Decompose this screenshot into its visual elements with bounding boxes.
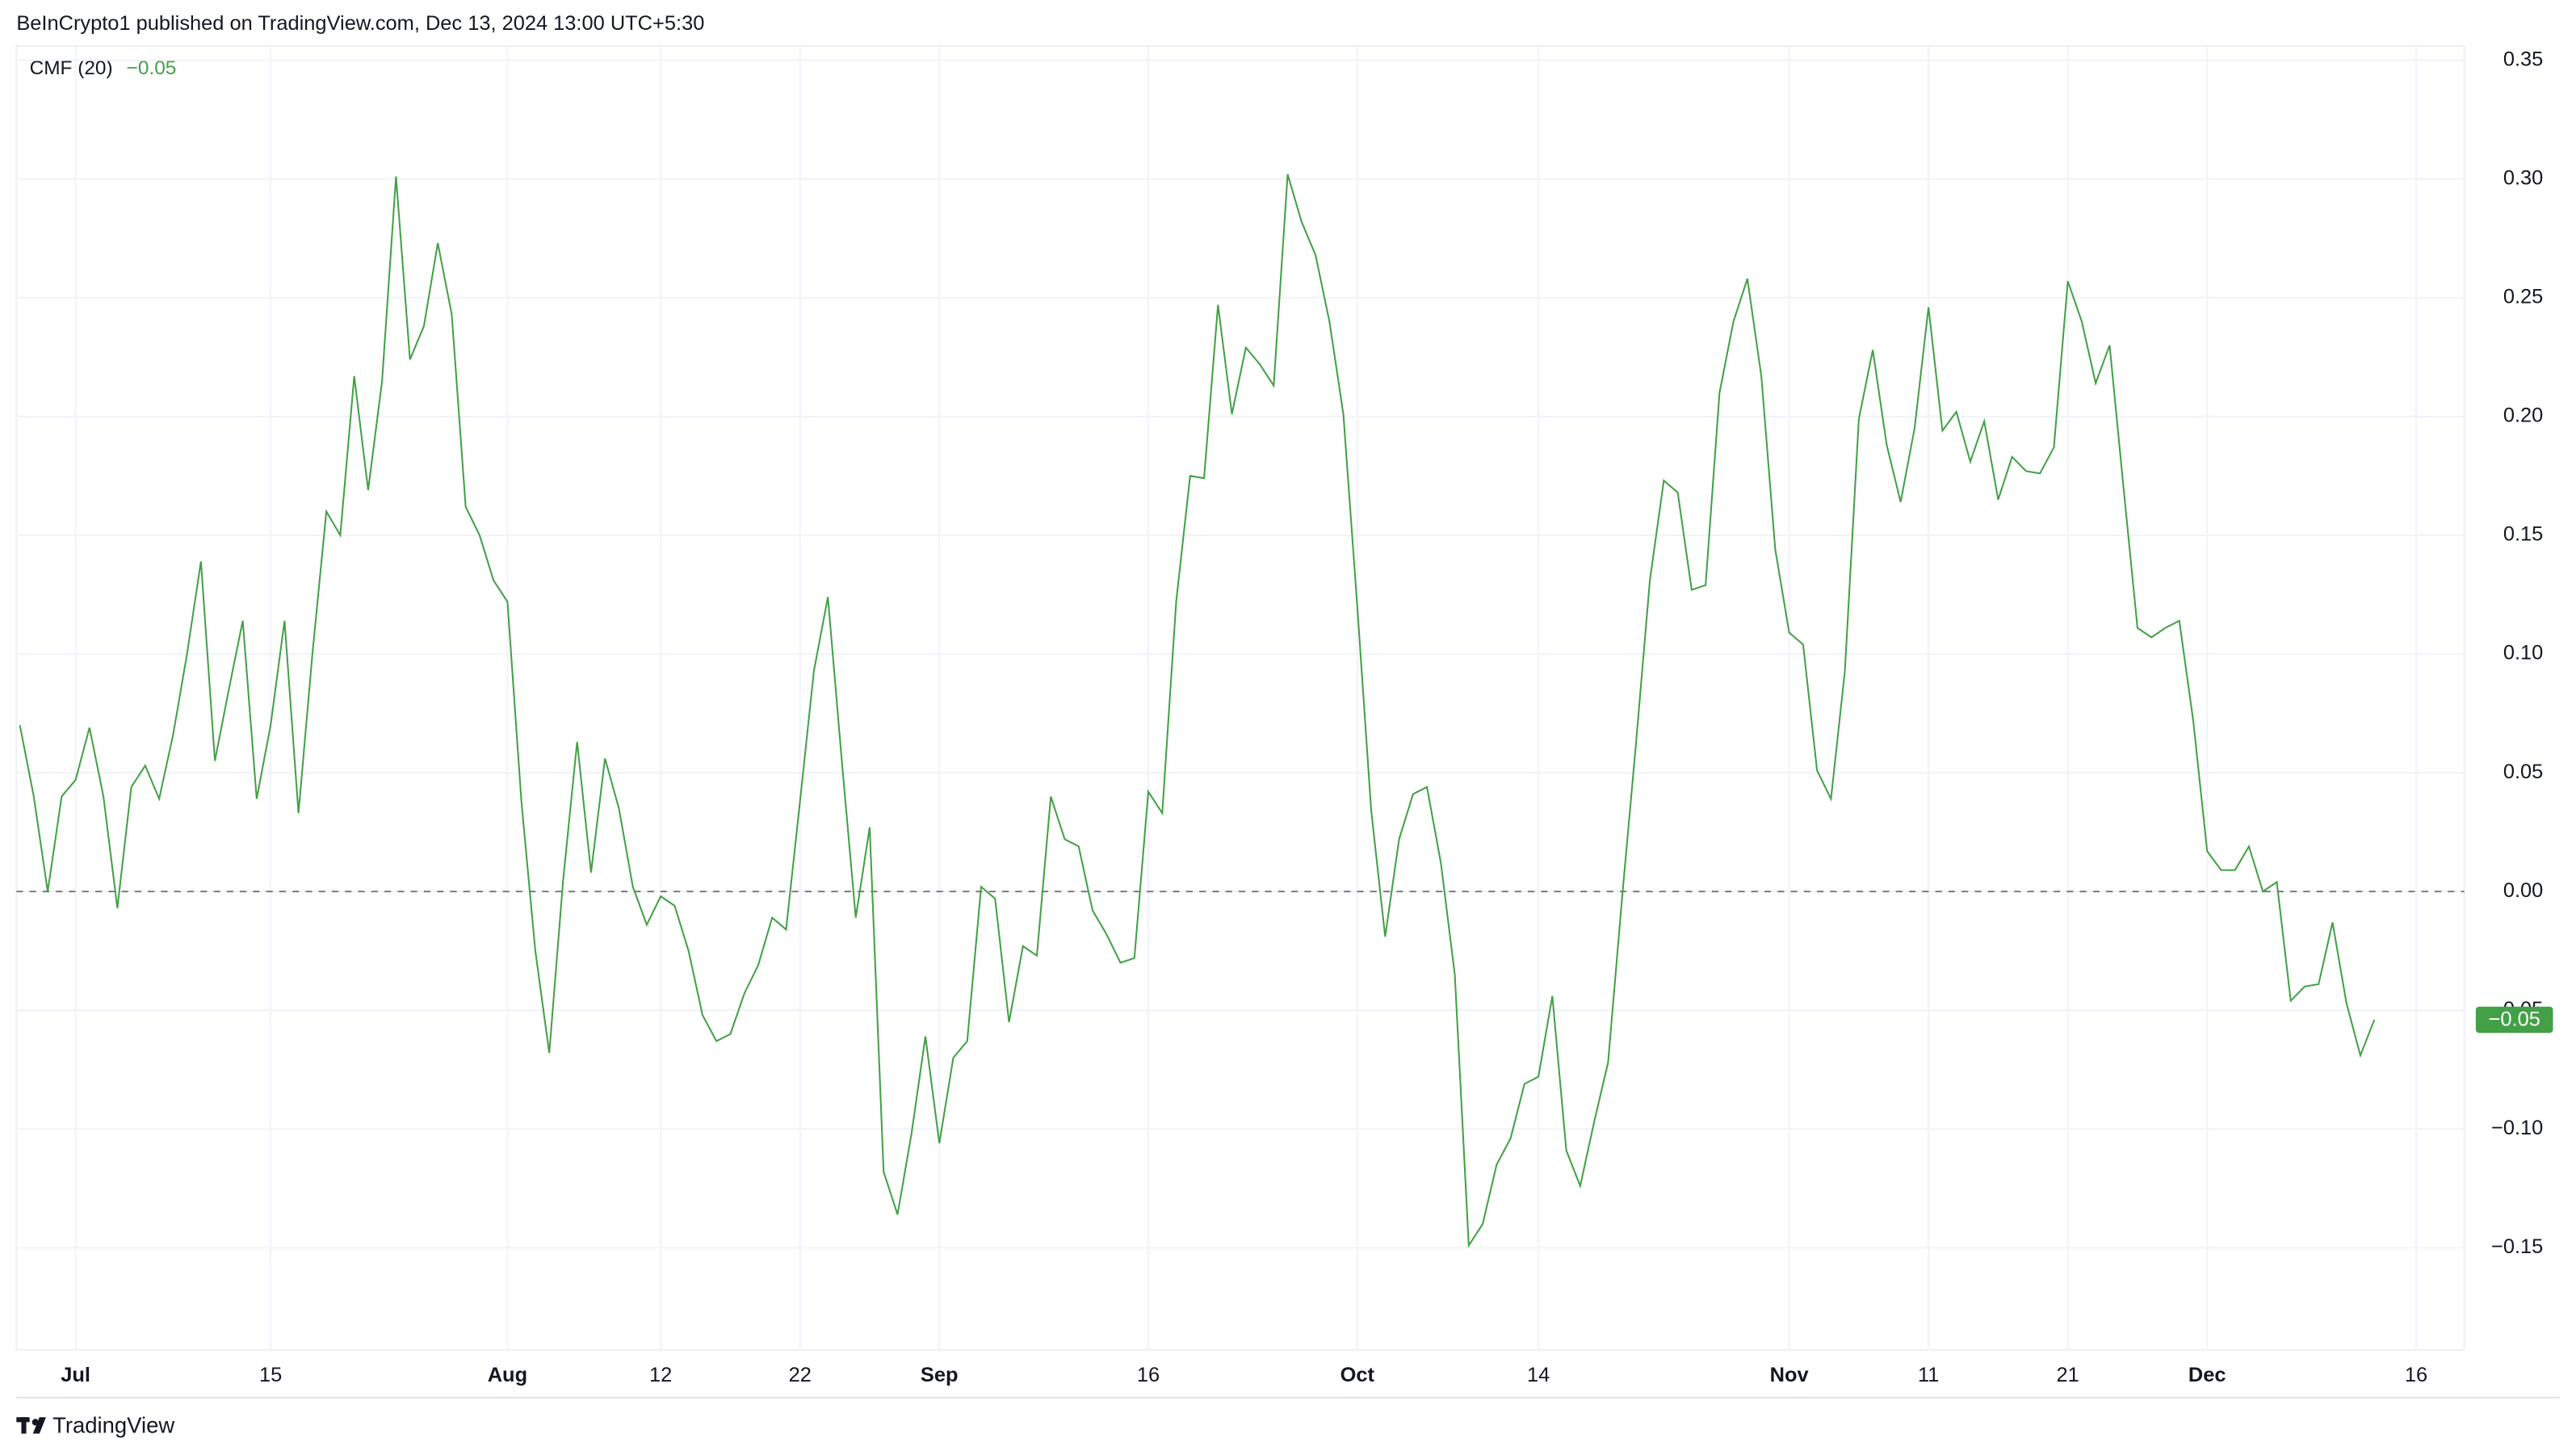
x-tick-label: 21 — [2057, 1364, 2079, 1386]
tradingview-logo — [16, 1417, 46, 1434]
x-tick-label: Jul — [61, 1364, 90, 1386]
x-tick-label: 14 — [1527, 1364, 1550, 1386]
y-tick-label: 0.35 — [2503, 48, 2543, 70]
x-tick-label: 16 — [1137, 1364, 1160, 1386]
y-tick-label: 0.05 — [2503, 761, 2543, 783]
cmf-line — [19, 174, 2376, 1248]
x-tick-label: Dec — [2188, 1364, 2226, 1386]
x-tick-label: Aug — [488, 1364, 527, 1386]
y-tick-label: 0.25 — [2503, 285, 2543, 308]
x-tick-label: Nov — [1770, 1364, 1810, 1386]
current-value-badge — [2475, 1006, 2553, 1034]
x-tick-label: 16 — [2405, 1364, 2427, 1386]
y-tick-label: 0.00 — [2503, 879, 2543, 902]
y-tick-label: 0.20 — [2503, 405, 2543, 427]
y-tick-label: 0.10 — [2503, 642, 2543, 665]
y-tick-label: −0.10 — [2491, 1117, 2543, 1139]
y-tick-label: −0.15 — [2491, 1235, 2543, 1258]
footer-brand: TradingView — [52, 1413, 174, 1438]
current-value-label: −0.05 — [2489, 1008, 2540, 1031]
y-tick-label: 0.30 — [2503, 166, 2543, 189]
x-tick-label: 11 — [1918, 1364, 1939, 1386]
plot-frame — [15, 44, 2465, 1351]
x-tick-label: Sep — [921, 1364, 959, 1386]
logo-stem — [21, 1417, 27, 1434]
x-tick-label: 22 — [789, 1364, 812, 1386]
x-tick-label: Oct — [1340, 1364, 1375, 1386]
y-tick-label: 0.15 — [2503, 523, 2543, 546]
x-tick-label: 12 — [649, 1364, 672, 1386]
published-note: BeInCrypto1 published on TradingView.com… — [16, 12, 704, 35]
logo-slash — [32, 1417, 46, 1434]
x-tick-label: 15 — [259, 1364, 282, 1386]
